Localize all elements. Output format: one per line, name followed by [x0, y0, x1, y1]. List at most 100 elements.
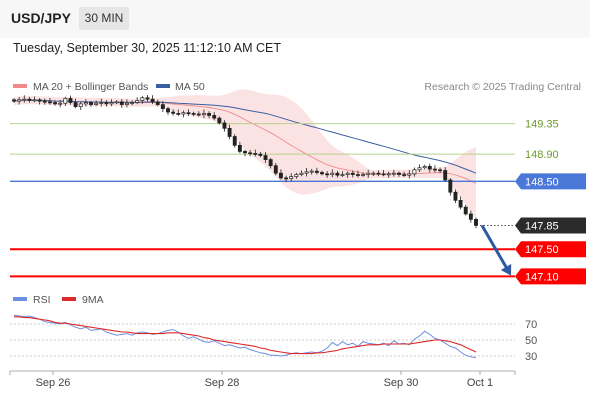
timestamp: Tuesday, September 30, 2025 11:12:10 AM … [13, 41, 281, 55]
level-labels-layer: 149.35 148.90 148.50 147.85 147.50 147.10 [515, 119, 586, 285]
candle-body [268, 159, 273, 167]
rsi-line [13, 314, 477, 359]
candle-body [309, 170, 314, 173]
rsi-tick-label: 30 [525, 351, 537, 363]
candle-body [27, 98, 32, 101]
candle-body [78, 103, 83, 107]
candle-body [222, 122, 227, 129]
timeframe-button[interactable]: 30 MIN [79, 7, 129, 30]
resistance-label: 149.35 [525, 119, 559, 131]
candle-body [412, 169, 417, 175]
candle-body [397, 172, 401, 175]
candle-body [453, 191, 458, 201]
last-price-label: 147.85 [525, 220, 559, 232]
forecast-arrow-head [500, 263, 512, 276]
candle-body [155, 101, 160, 105]
candle-body [253, 153, 258, 155]
candle-body [258, 153, 263, 156]
candle-body [438, 169, 443, 172]
candle-body [314, 170, 319, 173]
candle-body [104, 102, 109, 105]
candle-body [191, 113, 196, 115]
candle-body [176, 113, 181, 115]
candle-body [407, 173, 412, 176]
x-axis-tick-label: Sep 28 [205, 377, 240, 389]
support-label: 147.10 [525, 271, 559, 283]
rsi-legend: RSI 9MA [13, 294, 104, 306]
candle-body [124, 102, 129, 105]
candle-body [53, 102, 58, 105]
candle-body [345, 172, 350, 175]
candle-body [263, 155, 268, 160]
candle-body [391, 172, 396, 175]
rsi-tick-label: 70 [525, 319, 537, 331]
candle-body [463, 206, 468, 215]
candle-body [12, 99, 16, 102]
candle-body [207, 113, 212, 116]
candle-body [294, 174, 299, 177]
candle-body [89, 102, 93, 105]
candle-body [443, 170, 448, 181]
candle-body [243, 151, 247, 154]
candle-body [22, 98, 27, 101]
ma50-legend-swatch [156, 84, 170, 88]
candle-body [196, 113, 201, 116]
candle-body [330, 172, 335, 175]
candle-body [248, 152, 253, 155]
candle-body [42, 100, 47, 103]
candle-body [386, 173, 391, 176]
resistance-label: 148.90 [525, 149, 559, 161]
candle-body [427, 166, 432, 170]
candle-body [83, 102, 88, 105]
candle-body [299, 172, 304, 175]
candle-body [320, 172, 324, 175]
candle-body [37, 99, 42, 102]
candle-body [32, 99, 37, 102]
candle-body [217, 117, 222, 124]
candle-body [145, 97, 150, 100]
candle-body [468, 213, 473, 220]
x-axis-tick-label: Sep 26 [36, 377, 71, 389]
candle-body [237, 144, 242, 152]
candle-body [58, 102, 63, 105]
candle-body [227, 127, 232, 137]
candle-body [119, 101, 124, 105]
rsi-ma-legend-swatch [62, 297, 76, 301]
candle-body [422, 166, 427, 169]
candle-body [166, 108, 170, 113]
candle-body [340, 174, 345, 176]
candle-body [366, 172, 371, 175]
price-legend: MA 20 + Bollinger Bands MA 50 Research ©… [13, 81, 581, 93]
candle-body [140, 97, 145, 101]
rsi-legend-swatch [13, 297, 27, 301]
candle-body [212, 115, 217, 119]
candle-body [304, 171, 309, 174]
candle-body [94, 102, 99, 105]
candle-body [63, 98, 68, 104]
rsi-tick-label: 50 [525, 335, 537, 347]
candle-body [273, 165, 278, 174]
candle-body [109, 102, 114, 105]
candle-body [17, 99, 22, 102]
candle-body [186, 112, 191, 115]
forecast-arrow-line [480, 224, 510, 272]
candle-body [150, 98, 155, 103]
rsi-layer: 70 50 30 [10, 314, 537, 363]
candle-body [350, 172, 355, 175]
ma50-legend-label: MA 50 [175, 81, 205, 93]
pivot-label: 148.50 [525, 176, 559, 188]
credit-text: Research © 2025 Trading Central [424, 81, 581, 93]
candle-body [381, 173, 386, 176]
candle-body [278, 172, 283, 179]
bollinger-legend-label: MA 20 + Bollinger Bands [33, 81, 148, 93]
candle-body [448, 179, 453, 193]
pivot-label-box [515, 173, 586, 190]
x-axis-tick-label: Sep 30 [384, 377, 419, 389]
candle-body [130, 102, 135, 104]
candle-body [335, 172, 340, 176]
rsi-legend-label: RSI [33, 294, 51, 306]
candle-body [47, 101, 52, 104]
candle-body [73, 102, 78, 107]
candle-body [371, 172, 376, 175]
